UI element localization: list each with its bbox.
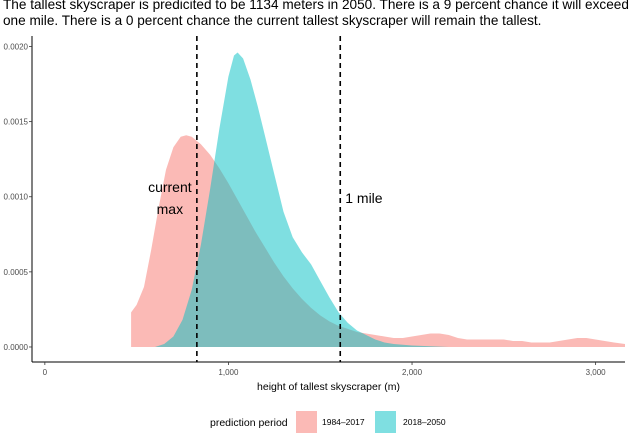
reference-label-1-mile: 1 mile (345, 190, 383, 206)
axes (31, 36, 625, 363)
y-tick-label: 0.0015 (4, 118, 29, 127)
reference-label-current-max: current max (148, 179, 192, 217)
x-tick-label: 3,000 (586, 368, 607, 377)
legend-title: prediction period (210, 417, 288, 429)
density-areas (131, 52, 625, 347)
legend-key-2 (375, 411, 396, 433)
y-tick-label: 0.0000 (4, 343, 29, 352)
density-area-2 (131, 52, 625, 347)
legend-label-2: 2018–2050 (403, 417, 446, 427)
tick-labels: 0 1,000 2,000 3,000 0.0000 0.0005 0.0010 0.0015… (4, 43, 607, 377)
x-tick-label: 1,000 (218, 368, 239, 377)
reference-lines: current max 1 mile (148, 36, 383, 362)
legend: prediction period 1984–2017 2018–2050 (210, 411, 446, 433)
y-tick-label: 0.0005 (4, 268, 29, 277)
x-tick-label: 0 (43, 368, 48, 377)
x-axis-title: height of tallest skyscraper (m) (257, 381, 400, 393)
chart-title: The tallest skyscraper is predicited to … (3, 0, 629, 28)
y-tick-label: 0.0020 (4, 43, 29, 52)
legend-key-1 (296, 411, 317, 433)
legend-label-1: 1984–2017 (322, 417, 365, 427)
y-tick-label: 0.0010 (4, 193, 29, 202)
x-tick-label: 2,000 (402, 368, 423, 377)
